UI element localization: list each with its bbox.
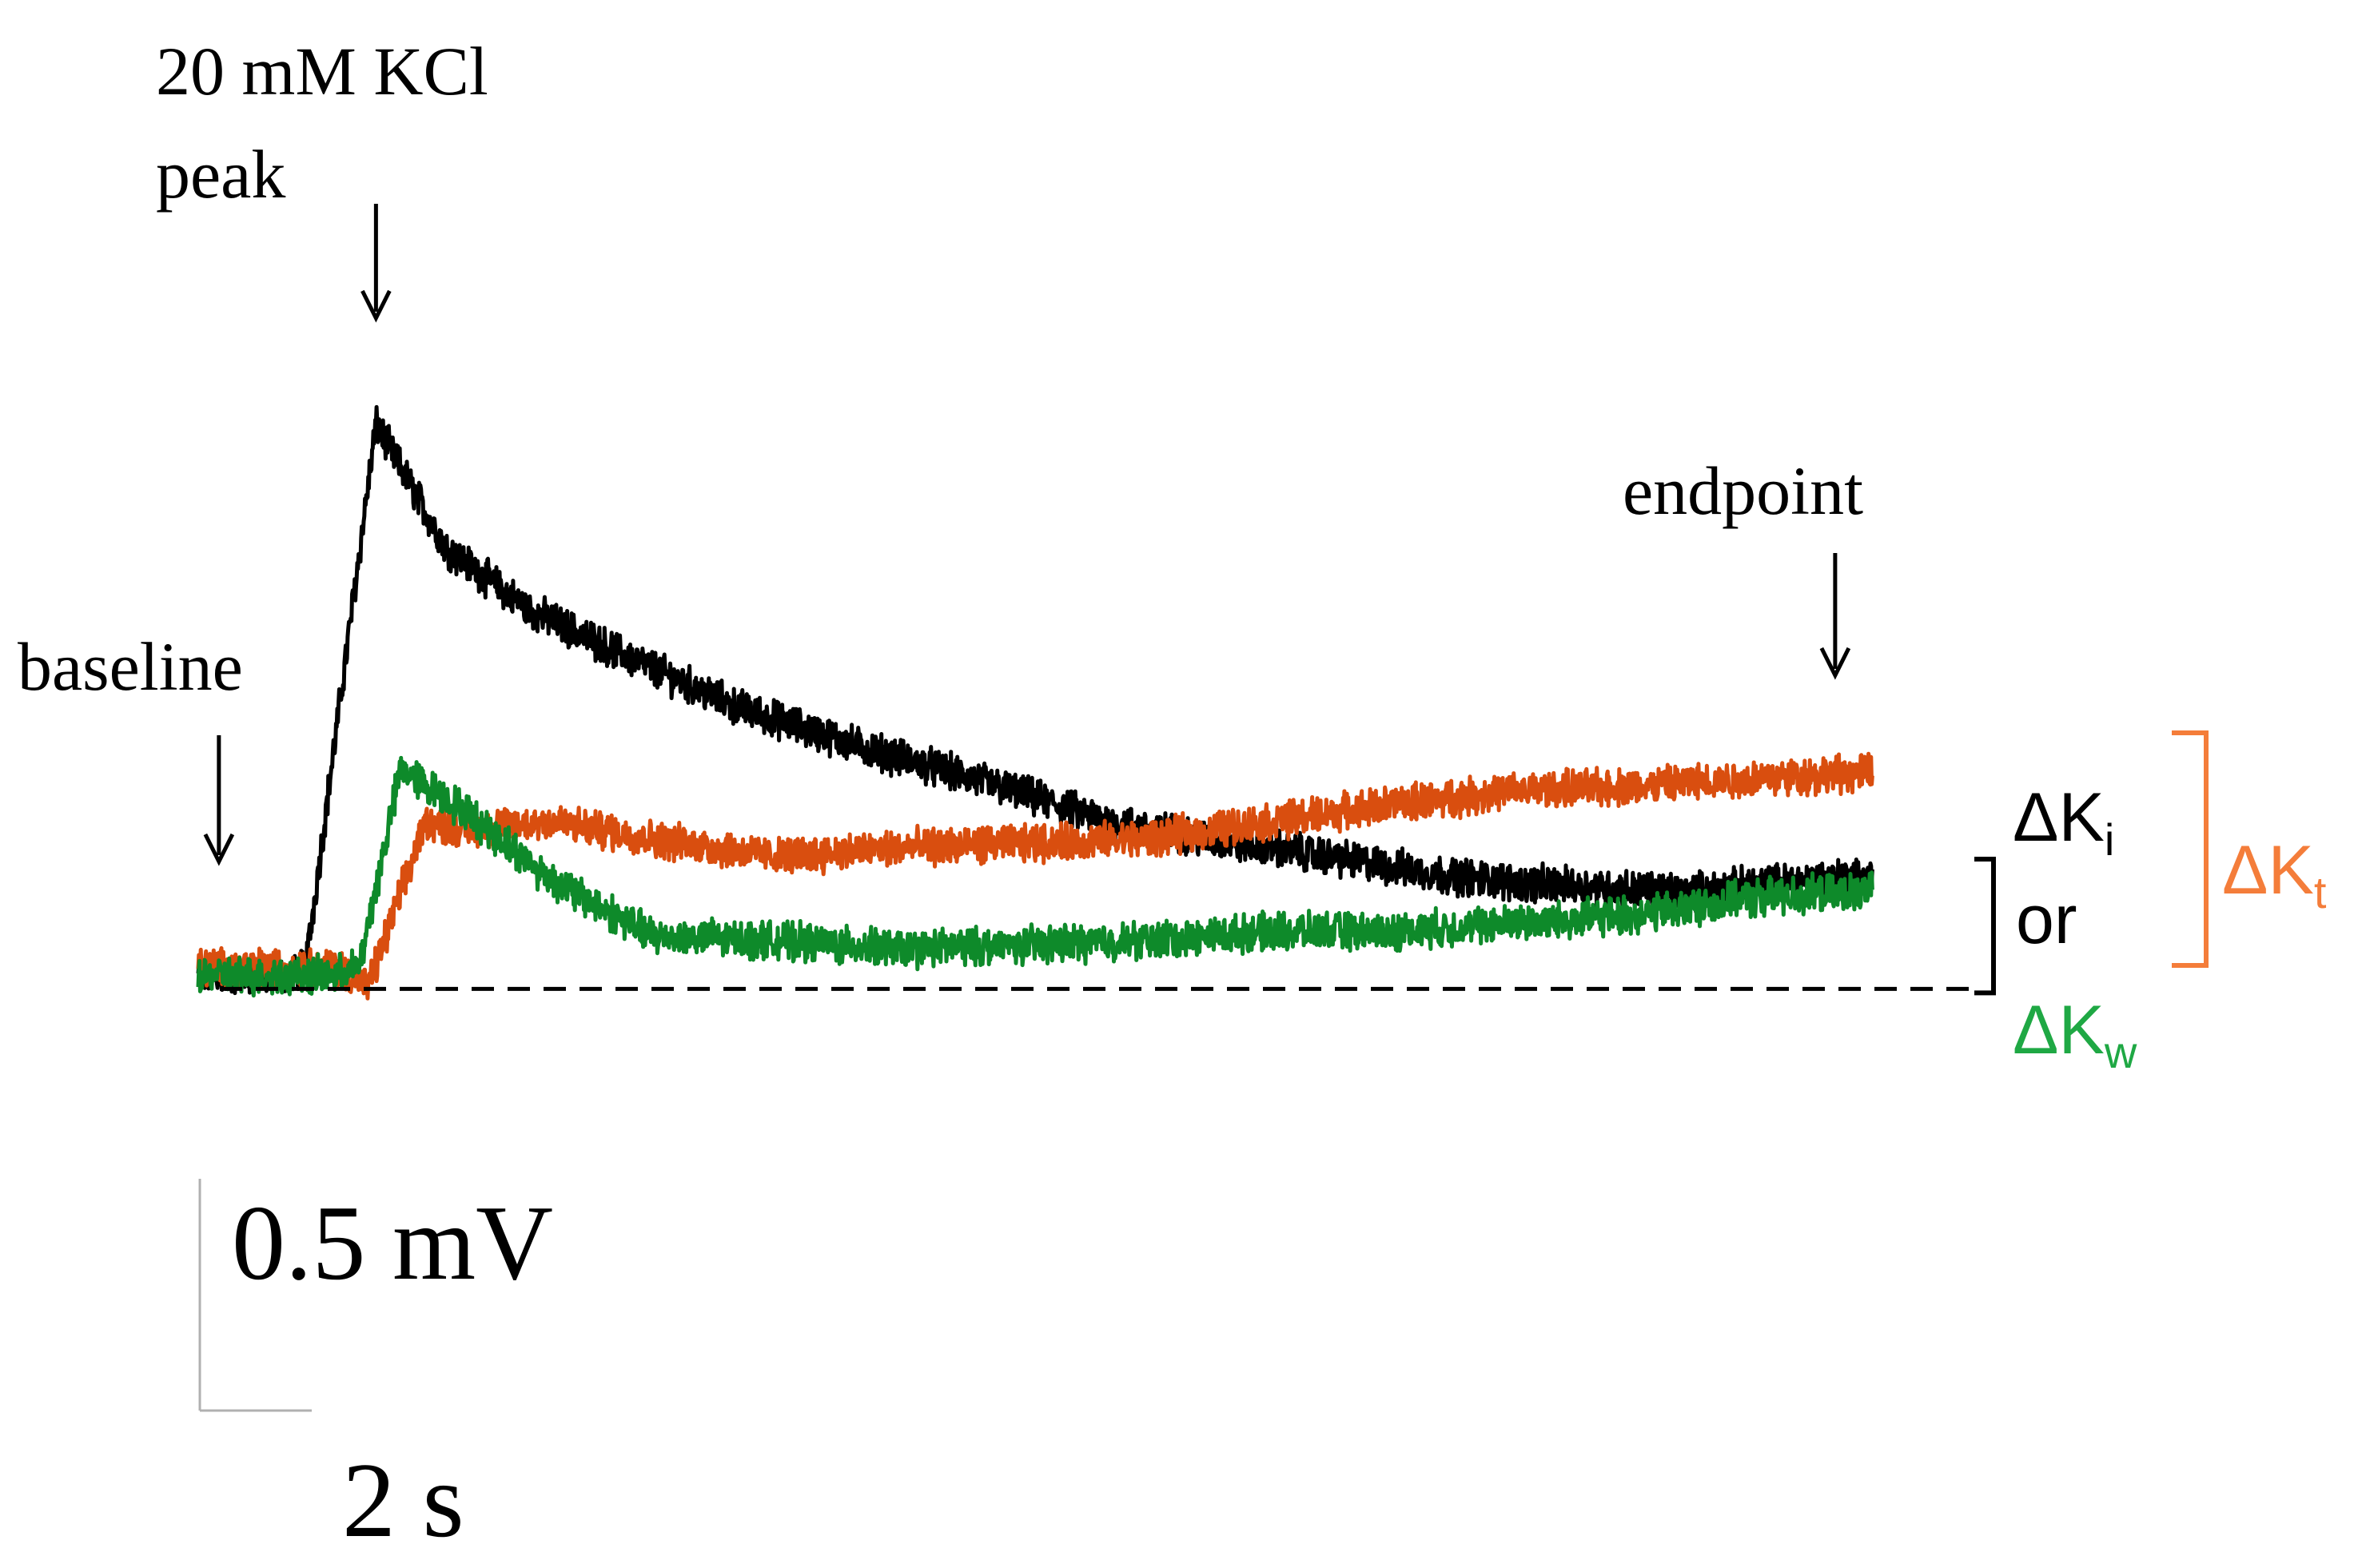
scale-bar-time-label: 2 s [342, 1441, 464, 1559]
peak-label-line-1: 20 mM KCl [156, 33, 488, 109]
delta-k-i-label: ΔKi [2013, 779, 2114, 865]
peak-label-line-2: peak [156, 136, 285, 213]
endpoint-label: endpoint [1623, 452, 1863, 529]
annotation-arrows [203, 204, 1851, 866]
trace-black [196, 404, 1874, 996]
traces-group [196, 404, 1874, 1001]
delta-k-w-text: ΔK [2013, 992, 2105, 1069]
delta-k-i-subscript: i [2105, 814, 2114, 865]
delta-k-t-text: ΔK [2222, 832, 2314, 909]
baseline-label: baseline [18, 628, 243, 705]
delta-k-i-text: ΔK [2013, 779, 2105, 856]
peak-arrow [360, 204, 392, 323]
delta-k-t-bracket [2172, 730, 2209, 968]
or-label: or [2016, 882, 2077, 958]
baseline-arrow [203, 735, 235, 866]
endpoint-arrow [1819, 553, 1851, 680]
delta-k-i-w-bracket [1974, 857, 1996, 996]
delta-k-t-label: ΔKt [2222, 832, 2327, 917]
scale-bar-voltage-label: 0.5 mV [232, 1184, 553, 1302]
delta-k-w-label: ΔKw [2013, 992, 2137, 1077]
delta-k-t-subscript: t [2314, 867, 2327, 917]
trace-green [196, 755, 1874, 998]
delta-k-w-subscript: w [2104, 1027, 2137, 1077]
